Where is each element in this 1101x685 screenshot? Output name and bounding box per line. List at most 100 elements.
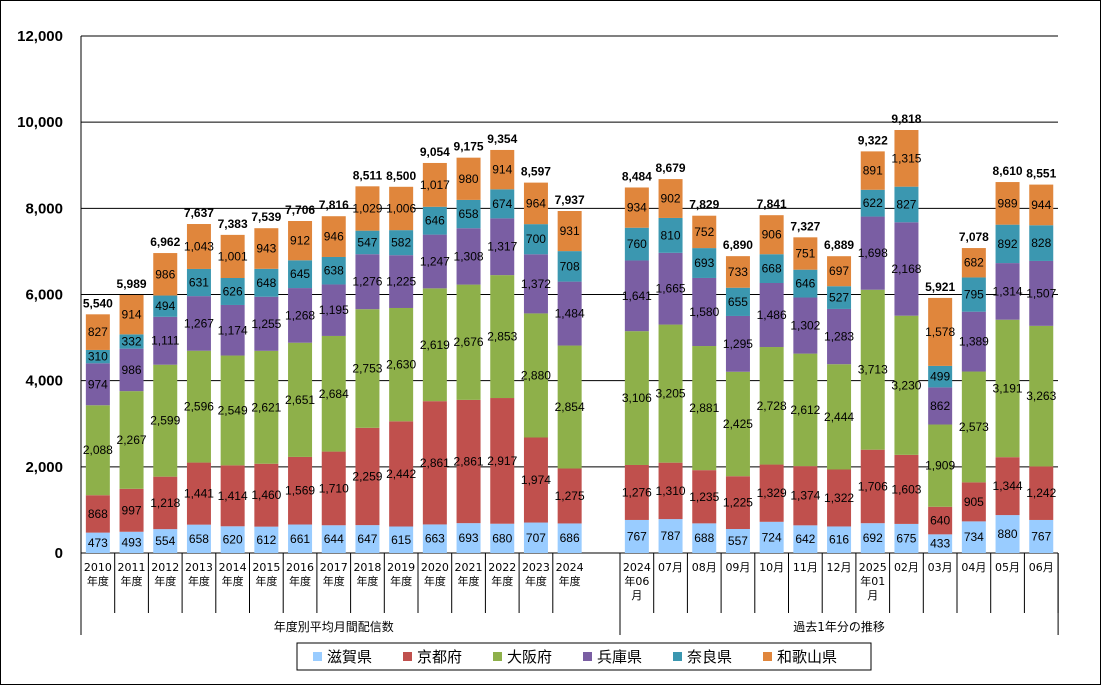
data-label: 2,728	[757, 399, 787, 413]
bar-segment	[793, 466, 818, 526]
legend-swatch	[403, 652, 412, 661]
bar-segment	[725, 256, 750, 288]
bar-segment	[456, 228, 481, 285]
bar-segment	[995, 224, 1020, 264]
bar-segment	[288, 342, 313, 457]
data-label: 974	[88, 377, 108, 391]
data-label: 554	[155, 534, 175, 548]
bar-segment	[725, 476, 750, 530]
data-label: 1,111	[151, 334, 180, 348]
data-label: 1,001	[218, 249, 248, 263]
group-label: 過去1年分の推移	[793, 620, 885, 634]
data-label: 1,372	[521, 277, 551, 291]
bar-segment	[759, 347, 784, 465]
data-label: 647	[357, 532, 377, 546]
bar-segment	[793, 269, 818, 298]
data-label: 675	[896, 531, 916, 545]
x-tick-label: 09月	[725, 561, 750, 574]
data-label: 724	[762, 530, 782, 544]
legend-label: 大阪府	[507, 648, 552, 666]
data-label: 1,322	[824, 491, 854, 505]
data-label: 827	[88, 325, 108, 339]
data-label: 943	[256, 242, 276, 256]
bar-segment	[220, 234, 245, 278]
x-tick-label: 2024	[556, 561, 584, 574]
data-label: 1,641	[622, 289, 652, 303]
bar-segment	[793, 353, 818, 467]
total-label: 7,078	[959, 230, 989, 244]
bar-segment	[928, 424, 953, 507]
bar-segment	[321, 451, 346, 526]
data-label: 733	[728, 265, 748, 279]
total-label: 7,327	[790, 219, 820, 233]
total-label: 8,500	[386, 169, 416, 183]
legend-swatch	[313, 652, 322, 661]
data-label: 310	[88, 350, 108, 364]
data-label: 707	[526, 531, 546, 545]
data-label: 332	[122, 335, 142, 349]
total-label: 6,889	[824, 238, 854, 252]
data-label: 433	[930, 537, 950, 551]
x-tick-label: 2013	[185, 561, 213, 574]
bar-segment	[85, 532, 110, 553]
data-label: 612	[256, 533, 276, 547]
bar-segment	[153, 253, 178, 296]
bar-segment	[827, 526, 852, 553]
data-label: 734	[964, 530, 984, 544]
x-tick-label: 年度	[121, 574, 143, 588]
bar-segment	[827, 256, 852, 287]
legend-label: 滋賀県	[327, 648, 372, 666]
data-label: 1,268	[285, 308, 315, 322]
bar-segment	[186, 350, 211, 463]
bar-segment	[894, 454, 919, 524]
data-label: 1,006	[386, 201, 416, 215]
bar-segment	[624, 331, 649, 465]
x-tick-label: 08月	[692, 561, 717, 574]
data-label: 1,374	[790, 489, 820, 503]
data-label: 914	[492, 163, 512, 177]
data-label: 2,267	[117, 433, 147, 447]
bar-segment	[119, 531, 144, 553]
bar-segment	[389, 186, 414, 231]
total-label: 5,540	[83, 296, 113, 310]
data-label: 1,414	[218, 489, 248, 503]
data-label: 752	[694, 225, 714, 239]
bar-segment	[995, 263, 1020, 320]
bar-segment	[389, 307, 414, 422]
bar-segment	[523, 437, 548, 523]
data-label: 2,619	[420, 338, 450, 352]
bar-segment	[1029, 225, 1054, 261]
data-label: 1,242	[1026, 486, 1056, 500]
data-label: 527	[829, 291, 849, 305]
data-label: 2,753	[352, 361, 382, 375]
data-label: 3,106	[622, 391, 652, 405]
bar-segment	[254, 268, 279, 297]
data-label: 646	[425, 214, 445, 228]
bar-segment	[321, 256, 346, 285]
bar-segment	[1029, 325, 1054, 467]
data-label: 3,713	[858, 363, 888, 377]
bar-segment	[624, 187, 649, 228]
data-label: 1,317	[487, 240, 517, 254]
data-label: 868	[88, 507, 108, 521]
bar-segment	[692, 470, 717, 524]
data-label: 1,225	[386, 275, 416, 289]
total-label: 8,610	[993, 164, 1023, 178]
data-label: 1,247	[420, 254, 450, 268]
x-tick-label: 年度	[424, 574, 446, 588]
data-label: 997	[122, 503, 142, 517]
data-label: 1,507	[1026, 286, 1056, 300]
total-label: 7,829	[689, 198, 719, 212]
bar-segment	[995, 319, 1020, 458]
data-label: 1,329	[757, 486, 787, 500]
data-label: 700	[526, 232, 546, 246]
data-label: 1,043	[184, 239, 214, 253]
bar-segment	[860, 289, 885, 450]
bar-segment	[85, 314, 110, 350]
total-label: 7,841	[757, 197, 787, 211]
x-tick-label: 2019	[387, 561, 415, 574]
bar-segment	[254, 463, 279, 527]
data-label: 626	[223, 284, 243, 298]
bar-segment	[860, 449, 885, 524]
